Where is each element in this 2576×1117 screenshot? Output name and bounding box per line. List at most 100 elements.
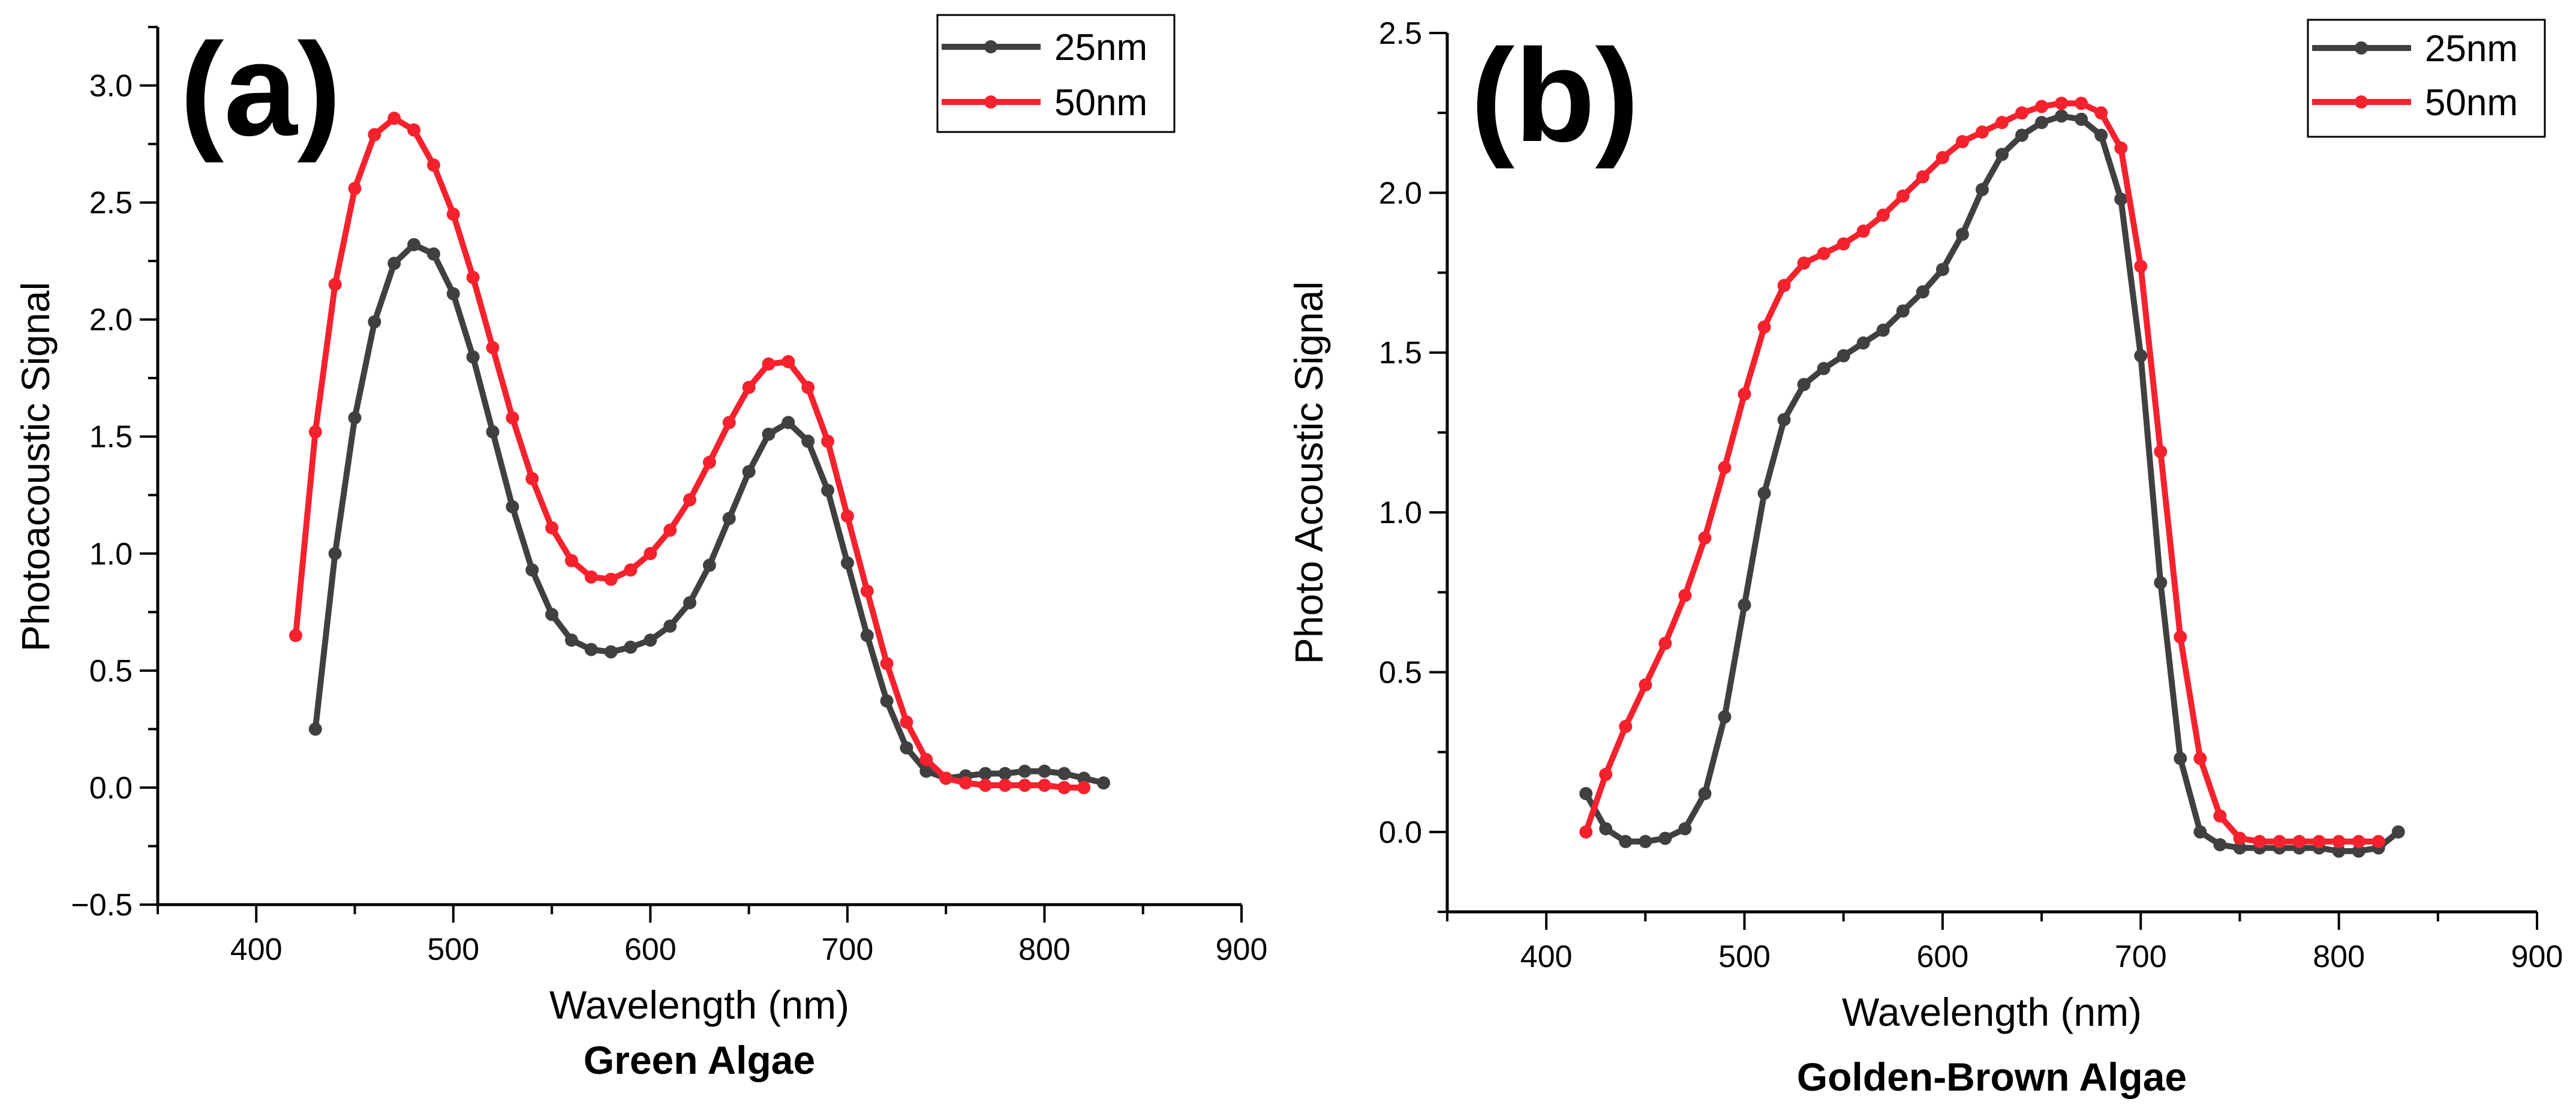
data-point-50nm: [801, 380, 815, 394]
data-point-50nm: [426, 158, 440, 172]
data-point-25nm: [821, 484, 835, 497]
chart-panel-b: 400 500 600 700 800 900 0.0 0.5 1.0 1.5 2.0 2.5 (b…: [1287, 16, 2563, 1099]
data-point-25nm: [683, 596, 697, 609]
data-point-25nm: [644, 633, 657, 647]
data-point-50nm: [604, 572, 618, 586]
data-point-25nm: [1639, 834, 1652, 848]
data-point-25nm: [2154, 576, 2168, 590]
data-point-50nm: [2055, 97, 2069, 110]
data-point-50nm: [2352, 834, 2365, 848]
y-tick-label: 0.0: [89, 771, 133, 806]
data-point-50nm: [308, 425, 322, 439]
data-point-25nm: [880, 694, 894, 708]
data-point-50nm: [919, 753, 933, 767]
data-point-50nm: [2213, 809, 2227, 823]
data-point-50nm: [1935, 151, 1949, 164]
data-point-50nm: [1896, 189, 1910, 203]
y-tick-label: 2.5: [89, 186, 133, 221]
data-point-25nm: [1057, 767, 1071, 780]
data-point-50nm: [998, 779, 1012, 792]
data-point-50nm: [1579, 825, 1593, 839]
data-point-50nm: [1757, 320, 1771, 334]
series-layer-a: [288, 112, 1111, 794]
data-point-25nm: [801, 434, 815, 448]
data-point-50nm: [2253, 834, 2267, 848]
data-point-25nm: [2035, 116, 2049, 130]
y-tick-label: 0.0: [1379, 815, 1422, 850]
data-point-50nm: [1876, 208, 1890, 222]
y-tick-label: 1.0: [89, 537, 133, 572]
data-point-50nm: [2273, 834, 2286, 848]
data-point-50nm: [2332, 834, 2346, 848]
data-point-25nm: [624, 640, 638, 654]
y-ticks-b: 0.0 0.5 1.0 1.5 2.0 2.5: [1379, 16, 1447, 913]
x-tick-label: 700: [2115, 939, 2167, 974]
data-point-25nm: [1077, 771, 1091, 785]
data-point-25nm: [742, 465, 756, 479]
legend-label-25nm-a: 25nm: [1054, 27, 1147, 68]
data-point-50nm: [1797, 256, 1811, 270]
data-point-50nm: [2094, 106, 2108, 120]
legend-a: 25nm 50nm: [936, 14, 1176, 133]
data-point-50nm: [978, 779, 992, 792]
y-axis-title-a: Photoacoustic Signal: [13, 282, 58, 651]
data-point-50nm: [584, 570, 598, 584]
data-point-25nm: [2174, 752, 2187, 765]
data-point-50nm: [1698, 531, 1712, 545]
data-point-25nm: [919, 764, 933, 778]
data-point-50nm: [900, 715, 913, 729]
x-axis-title-b: Wavelength (nm): [1842, 990, 2142, 1034]
data-point-50nm: [702, 455, 716, 469]
data-point-50nm: [1619, 720, 1633, 734]
data-point-25nm: [781, 416, 795, 430]
legend-b: 25nm 50nm: [2307, 19, 2546, 138]
y-axis-title-b: Photo Acoustic Signal: [1287, 281, 1331, 664]
y-tick-label: 1.0: [1379, 496, 1422, 530]
panel-label-b: (b): [1471, 22, 1639, 169]
data-point-25nm: [328, 547, 342, 560]
data-point-25nm: [1018, 764, 1032, 778]
data-point-50nm: [288, 629, 302, 642]
data-point-50nm: [781, 355, 795, 368]
data-point-50nm: [742, 380, 756, 394]
data-point-25nm: [840, 556, 854, 570]
x-tick-label: 800: [1018, 932, 1071, 967]
data-point-25nm: [1817, 362, 1830, 376]
x-tick-label: 900: [2511, 939, 2563, 974]
data-point-50nm: [368, 128, 381, 142]
data-point-25nm: [1619, 834, 1633, 848]
x-ticks-a: 400 500 600 700 800 900: [157, 905, 1267, 967]
data-point-25nm: [2391, 825, 2405, 839]
data-point-50nm: [2075, 97, 2088, 110]
data-point-25nm: [387, 257, 401, 271]
data-point-25nm: [2055, 109, 2069, 123]
y-tick-label: 2.0: [89, 303, 133, 338]
data-point-25nm: [348, 411, 362, 425]
chart-panel-a: 400 500 600 700 800 900 −0.5 0.0 0.5 1.0 1.5 2.0 2.…: [13, 14, 1267, 1082]
data-point-25nm: [1658, 831, 1672, 845]
data-point-50nm: [1718, 461, 1732, 475]
data-point-50nm: [683, 493, 697, 507]
data-point-25nm: [545, 608, 559, 621]
caption-a: Green Algae: [584, 1038, 815, 1082]
y-tick-label: 0.5: [1379, 655, 1422, 690]
data-point-25nm: [1836, 349, 1850, 363]
data-point-25nm: [486, 425, 500, 439]
data-point-50nm: [1995, 116, 2009, 130]
data-point-25nm: [1038, 764, 1051, 778]
data-point-25nm: [900, 741, 913, 755]
data-point-25nm: [1718, 710, 1732, 724]
data-point-50nm: [1678, 588, 1692, 602]
legend-label-25nm-b: 25nm: [2425, 28, 2518, 70]
legend-label-50nm-a: 50nm: [1054, 82, 1147, 124]
data-point-50nm: [1856, 224, 1870, 238]
data-point-25nm: [2094, 128, 2108, 142]
data-point-25nm: [1916, 285, 1929, 299]
data-point-50nm: [860, 584, 874, 598]
data-point-25nm: [1975, 183, 1989, 197]
data-point-25nm: [604, 645, 618, 659]
data-point-50nm: [821, 434, 835, 448]
data-point-25nm: [2114, 193, 2128, 206]
data-point-25nm: [1876, 323, 1890, 337]
